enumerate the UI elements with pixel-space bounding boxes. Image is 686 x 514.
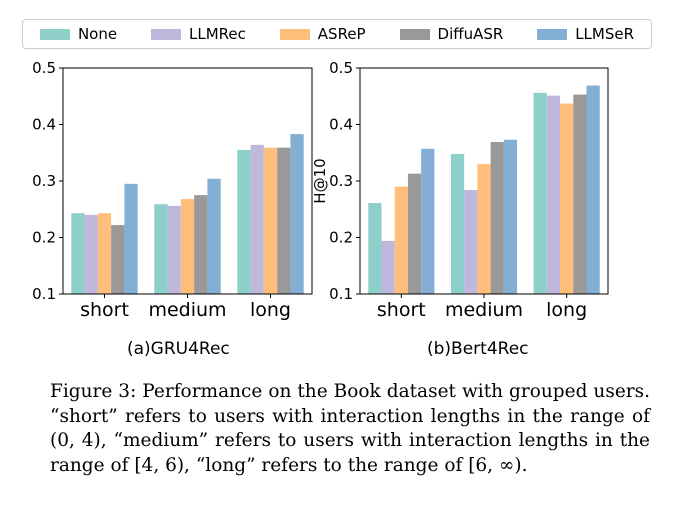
bar-llmrec-short	[84, 214, 98, 294]
legend-item-llmser: LLMSeR	[537, 25, 634, 43]
bar-asrep-short	[394, 186, 408, 294]
y-tick-label: 0.1	[32, 285, 56, 303]
legend-item-llmrec: LLMRec	[151, 25, 246, 43]
legend-swatch	[151, 28, 181, 40]
bar-llmrec-short	[381, 240, 395, 294]
y-axis-label: H@10	[311, 158, 329, 203]
figure-caption: Figure 3: Performance on the Book datase…	[50, 381, 650, 476]
legend-label: ASReP	[317, 25, 366, 43]
bar-asrep-long	[263, 147, 278, 294]
y-tick-label: 0.3	[32, 172, 56, 190]
bar-none-long	[533, 92, 547, 294]
bar-llmser-long	[290, 134, 304, 294]
y-tick-label: 0.5	[329, 59, 353, 77]
bar-diffuasr-short	[407, 173, 422, 294]
legend-item-asrep: ASReP	[279, 25, 366, 43]
bar-llmser-short	[421, 148, 435, 294]
bar-llmser-short	[124, 183, 138, 294]
subplot-title-a: (a)GRU4Rec	[127, 339, 230, 359]
y-tick-label: 0.2	[32, 229, 56, 247]
legend-swatch	[399, 28, 430, 40]
bar-none-short	[368, 203, 382, 294]
legend: None LLMRec ASReP DiffuASR LLMSeR	[22, 19, 652, 49]
legend-swatch	[279, 28, 310, 40]
bar-asrep-medium	[477, 164, 491, 294]
bar-charts: 0.1 0.2 0.3 0.4 0.5 short medium long 0.1 0.2 0.3 0…	[32, 59, 609, 321]
bar-llmrec-medium	[167, 205, 181, 294]
y-tick-label: 0.3	[329, 172, 353, 190]
bar-diffuasr-medium	[194, 195, 208, 294]
bar-llmrec-long	[546, 95, 561, 294]
subplot-title-b: (b)Bert4Rec	[427, 339, 529, 359]
bar-diffuasr-long	[573, 94, 587, 295]
x-tick-label: short	[377, 299, 426, 321]
bar-none-medium	[154, 204, 168, 294]
bar-llmser-medium	[503, 139, 518, 294]
legend-item-none: None	[39, 25, 118, 43]
legend-label: LLMRec	[189, 25, 246, 43]
legend-label: None	[77, 25, 118, 43]
legend-item-diffuasr: DiffuASR	[399, 25, 504, 43]
legend-swatch	[39, 28, 70, 40]
bar-llmrec-medium	[464, 190, 478, 294]
bar-llmrec-long	[250, 144, 264, 294]
bar-none-short	[71, 213, 85, 294]
bar-diffuasr-long	[277, 147, 291, 294]
y-tick-label: 0.2	[329, 229, 353, 247]
bar-asrep-short	[97, 213, 112, 294]
legend-swatch	[537, 28, 568, 40]
x-tick-label: long	[250, 299, 291, 321]
x-tick-label: short	[80, 299, 129, 321]
bar-llmser-medium	[207, 178, 221, 294]
legend-label: LLMSeR	[575, 25, 635, 43]
bar-asrep-medium	[180, 199, 195, 294]
bar-diffuasr-short	[111, 225, 125, 294]
y-tick-label: 0.1	[329, 285, 353, 303]
bar-llmser-long	[586, 85, 600, 294]
y-tick-label: 0.4	[329, 116, 353, 134]
bar-diffuasr-medium	[490, 142, 504, 294]
x-tick-label: medium	[445, 299, 523, 321]
bar-none-long	[237, 149, 251, 294]
legend-label: DiffuASR	[437, 25, 504, 43]
y-tick-label: 0.5	[32, 59, 56, 77]
x-tick-label: medium	[148, 299, 226, 321]
x-tick-label: long	[546, 299, 587, 321]
bar-asrep-long	[560, 103, 574, 294]
bar-none-medium	[450, 153, 465, 294]
y-tick-label: 0.4	[32, 116, 56, 134]
